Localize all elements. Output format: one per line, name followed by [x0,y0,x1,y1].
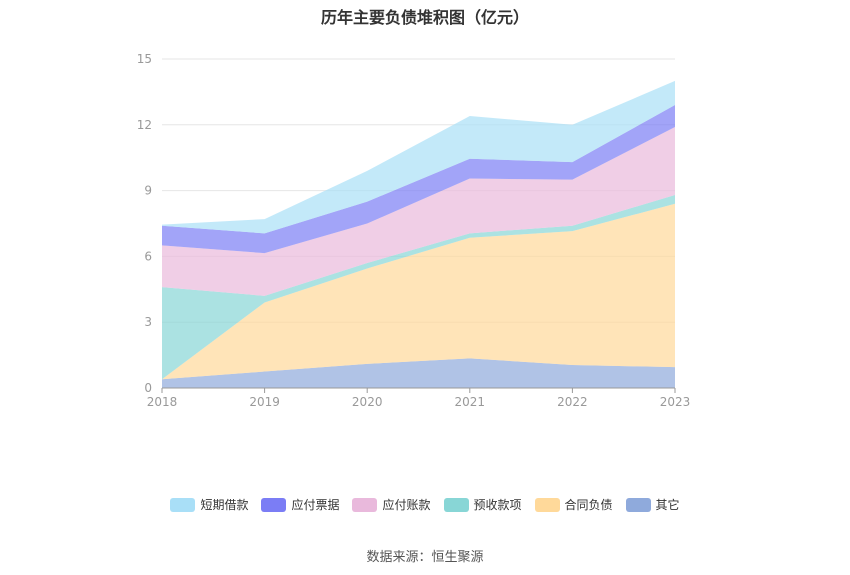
area-series-1[interactable] [162,203,675,380]
area-series-2[interactable] [162,194,675,380]
legend-label: 预收款项 [473,498,522,512]
legend-label: 短期借款 [200,498,249,512]
chart-title: 历年主要负债堆积图（亿元） [320,8,529,27]
y-tick-label: 9 [144,184,152,198]
legend-label: 应付票据 [291,498,340,512]
legend-item[interactable]: 合同负债 [534,496,613,513]
legend-swatch [170,497,196,512]
area-series-5[interactable] [162,80,675,234]
x-tick-label: 2022 [557,395,588,409]
legend-item[interactable]: 应付账款 [352,496,431,513]
legend-swatch [443,497,469,512]
y-tick-label: 0 [144,381,152,395]
legend-swatch [534,497,560,512]
legend-label: 合同负债 [564,498,613,512]
area-series-4[interactable] [162,105,675,254]
x-tick-label: 2019 [249,395,280,409]
legend: 短期借款 应付票据 应付账款 预收款项 合同负债 其它 [0,496,850,513]
legend-label: 应付账款 [382,498,431,512]
legend-item[interactable]: 预收款项 [443,496,522,513]
data-source: 数据来源：恒生聚源 [366,550,484,565]
x-tick-label: 2020 [352,395,383,409]
y-tick-label: 6 [144,249,152,263]
legend-item[interactable]: 应付票据 [261,496,339,513]
legend-item[interactable]: 其它 [625,496,680,513]
area-series-0[interactable] [162,358,675,388]
legend-label: 其它 [655,498,680,512]
x-tick-label: 2021 [455,395,486,409]
x-tick-label: 2018 [147,395,178,409]
y-tick-label: 3 [144,315,152,329]
y-tick-label: 15 [137,52,152,66]
legend-swatch [625,497,651,512]
y-tick-label: 12 [137,118,152,132]
legend-swatch [261,497,287,512]
legend-swatch [352,497,378,512]
x-tick-label: 2023 [660,395,691,409]
legend-item[interactable]: 短期借款 [170,496,248,513]
area-series-3[interactable] [162,126,675,296]
